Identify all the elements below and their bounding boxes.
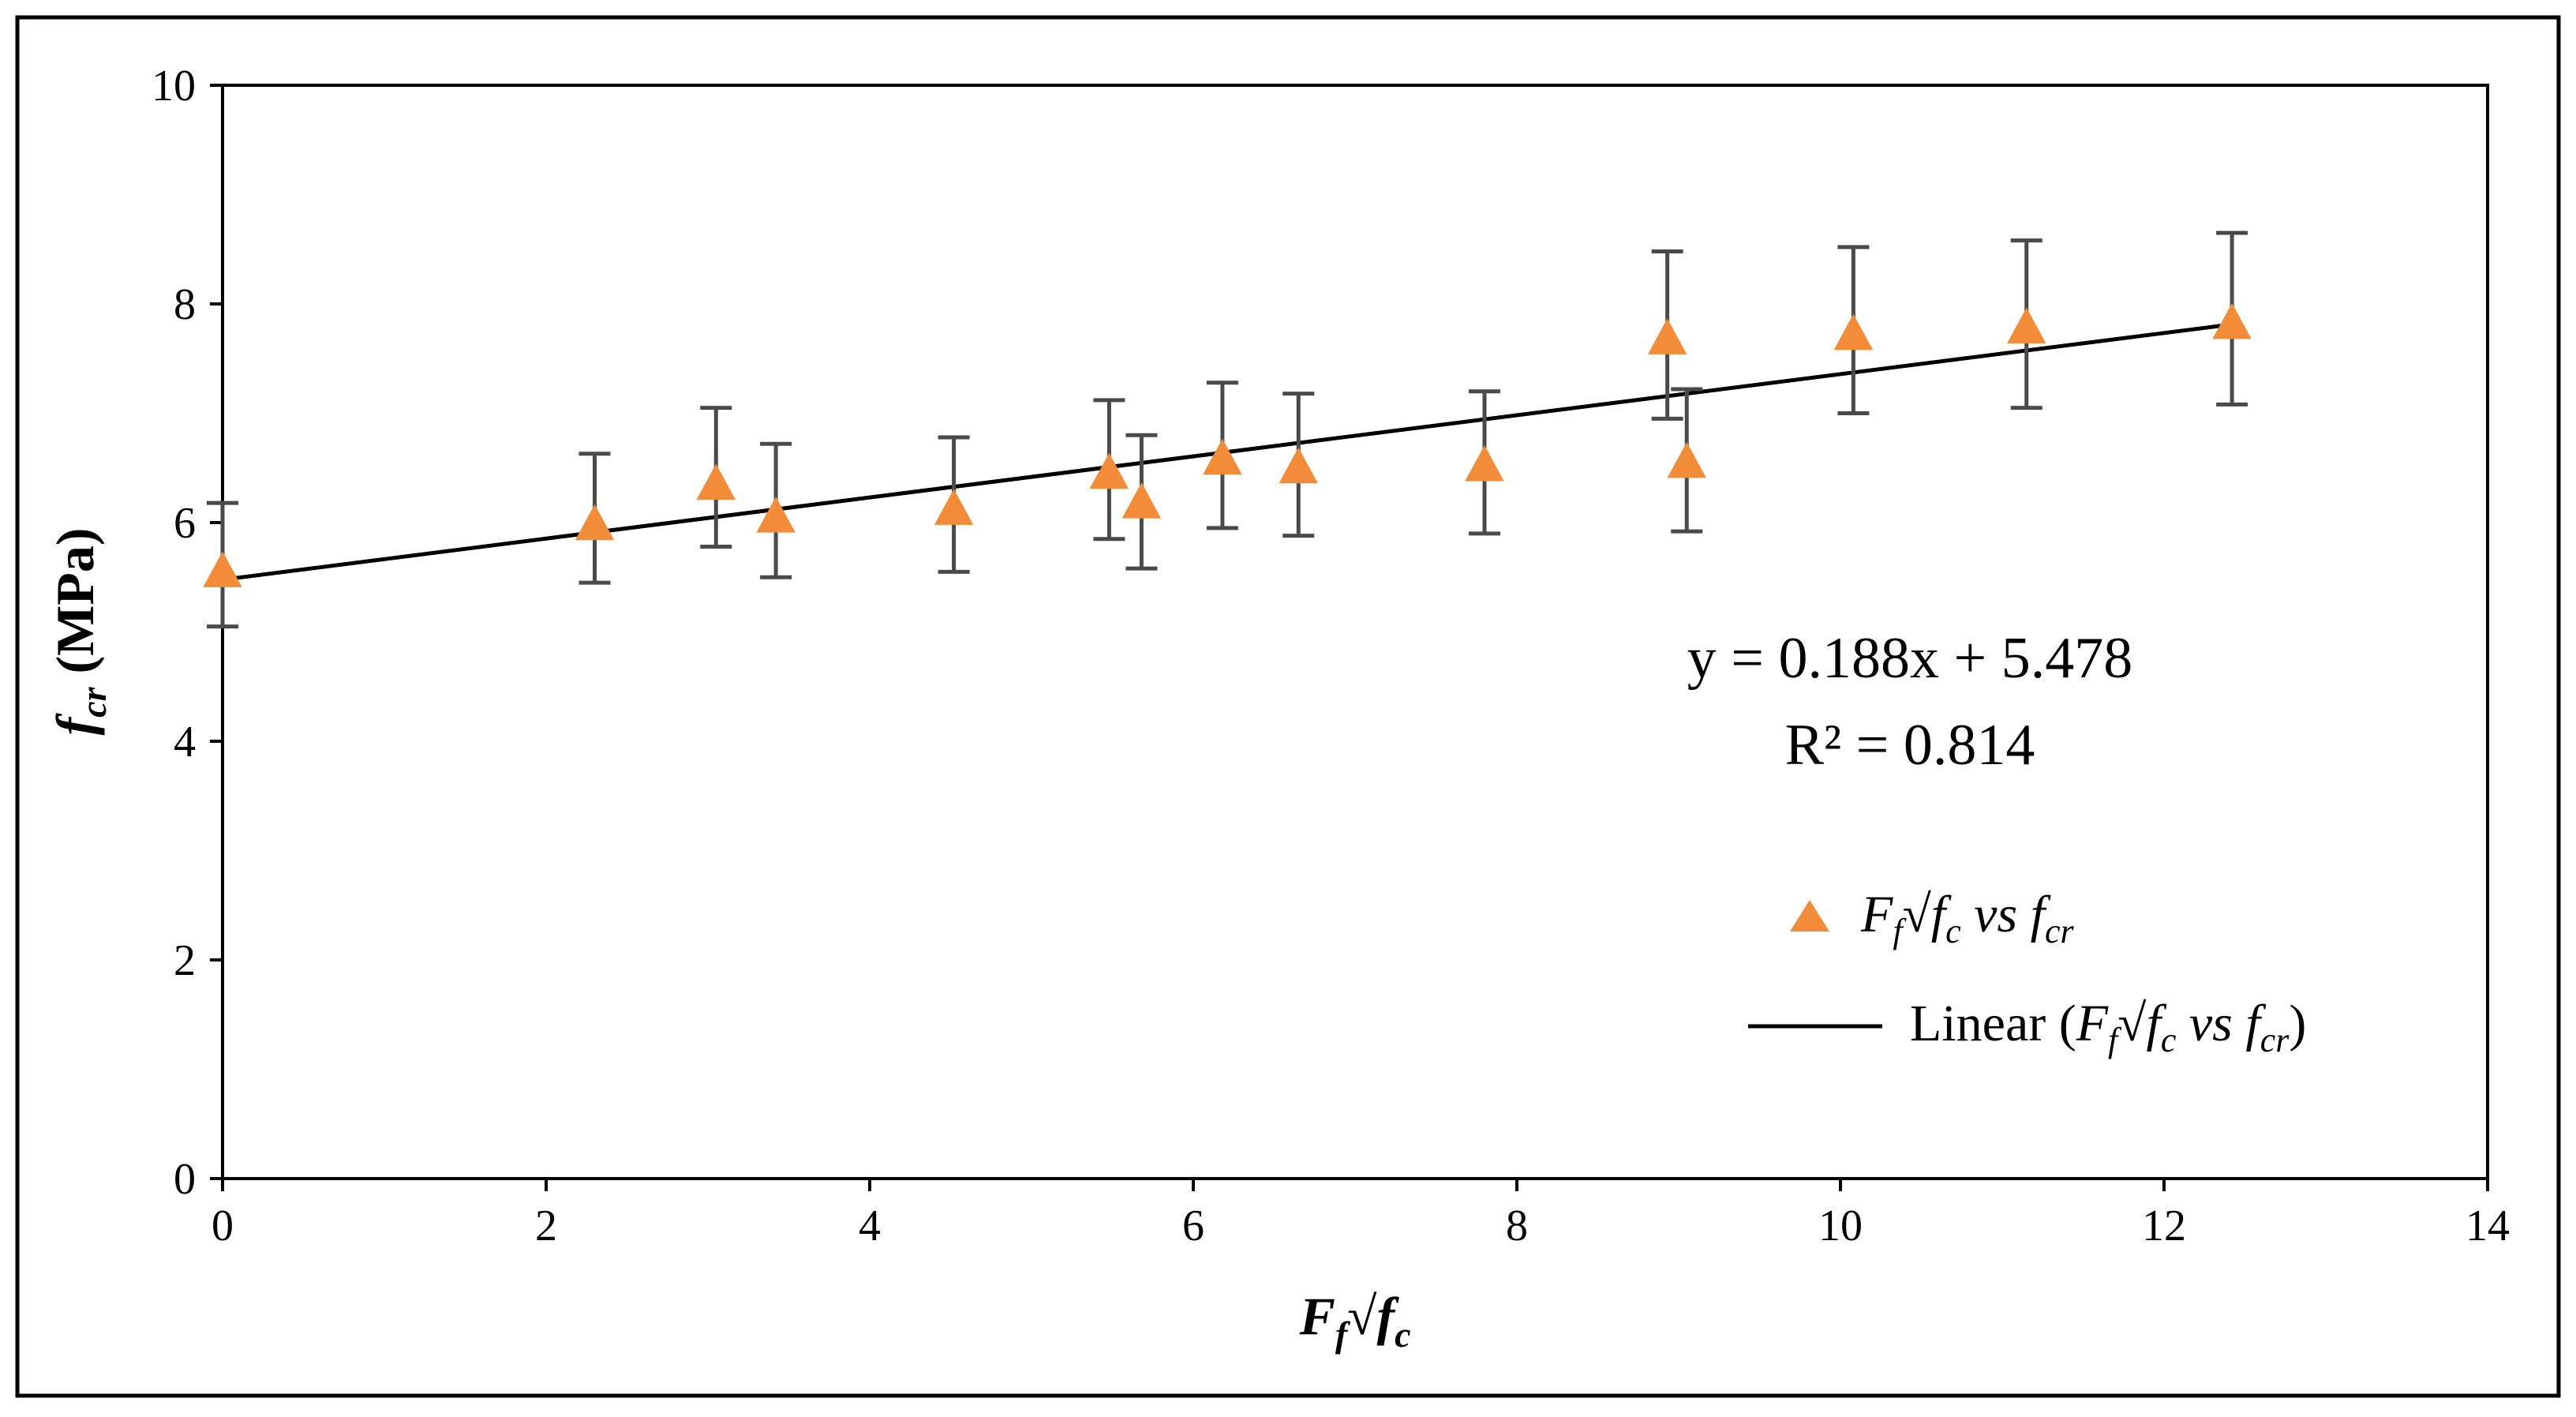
r-squared-label: R² = 0.814	[1785, 713, 2035, 778]
y-tick-label: 0	[174, 1155, 196, 1204]
data-point-triangle	[934, 489, 974, 525]
data-point-triangle	[696, 463, 736, 500]
data-point-triangle	[1203, 438, 1242, 475]
plot-area	[221, 84, 2489, 1180]
x-tick-label: 10	[1818, 1201, 1863, 1250]
data-point-triangle	[2007, 307, 2046, 343]
data-markers	[203, 302, 2252, 587]
data-point-triangle	[1121, 482, 1162, 519]
y-tick-label: 6	[174, 499, 196, 548]
y-tick-labels: 0 2 4 6 8 10	[152, 62, 196, 1204]
legend-marker-label: Ff√fc vs fcr	[1860, 886, 2075, 950]
axis-ticks	[210, 84, 2489, 1191]
data-point-triangle	[1465, 444, 1504, 482]
x-axis-title: Ff√fc	[1298, 1286, 1410, 1355]
x-tick-label: 2	[535, 1201, 557, 1250]
data-point-triangle	[1279, 447, 1318, 484]
x-tick-label: 8	[1506, 1201, 1528, 1250]
legend-line-label: Linear (Ff√fc vs fcr)	[1910, 995, 2306, 1059]
x-tick-label: 6	[1182, 1201, 1204, 1250]
y-tick-label: 8	[174, 280, 196, 329]
legend: Ff√fc vs fcr Linear (Ff√fc vs fcr)	[1748, 886, 2306, 1059]
trendline-equation: y = 0.188x + 5.478	[1687, 626, 2132, 691]
outer-frame	[15, 15, 2561, 1398]
x-tick-label: 4	[859, 1201, 881, 1250]
x-tick-label: 12	[2142, 1201, 2186, 1250]
data-point-triangle	[1089, 452, 1129, 489]
data-point-triangle	[1833, 313, 1874, 351]
y-tick-label: 4	[174, 718, 196, 767]
data-point-triangle	[203, 551, 242, 587]
x-tick-labels: 0 2 4 6 8 10 12 14	[212, 1201, 2510, 1250]
legend-marker-triangle	[1790, 900, 1829, 932]
data-point-triangle	[1647, 318, 1687, 354]
data-point-triangle	[756, 497, 796, 533]
error-bars	[207, 231, 2248, 629]
x-tick-label: 14	[2466, 1201, 2510, 1250]
data-point-triangle	[2212, 302, 2252, 339]
data-point-triangle	[575, 504, 615, 541]
y-tick-label: 2	[174, 936, 196, 985]
x-tick-label: 0	[212, 1201, 234, 1250]
data-point-triangle	[1667, 441, 1706, 478]
y-axis-title: fcr (MPa)	[45, 528, 114, 736]
y-tick-label: 10	[152, 62, 196, 111]
